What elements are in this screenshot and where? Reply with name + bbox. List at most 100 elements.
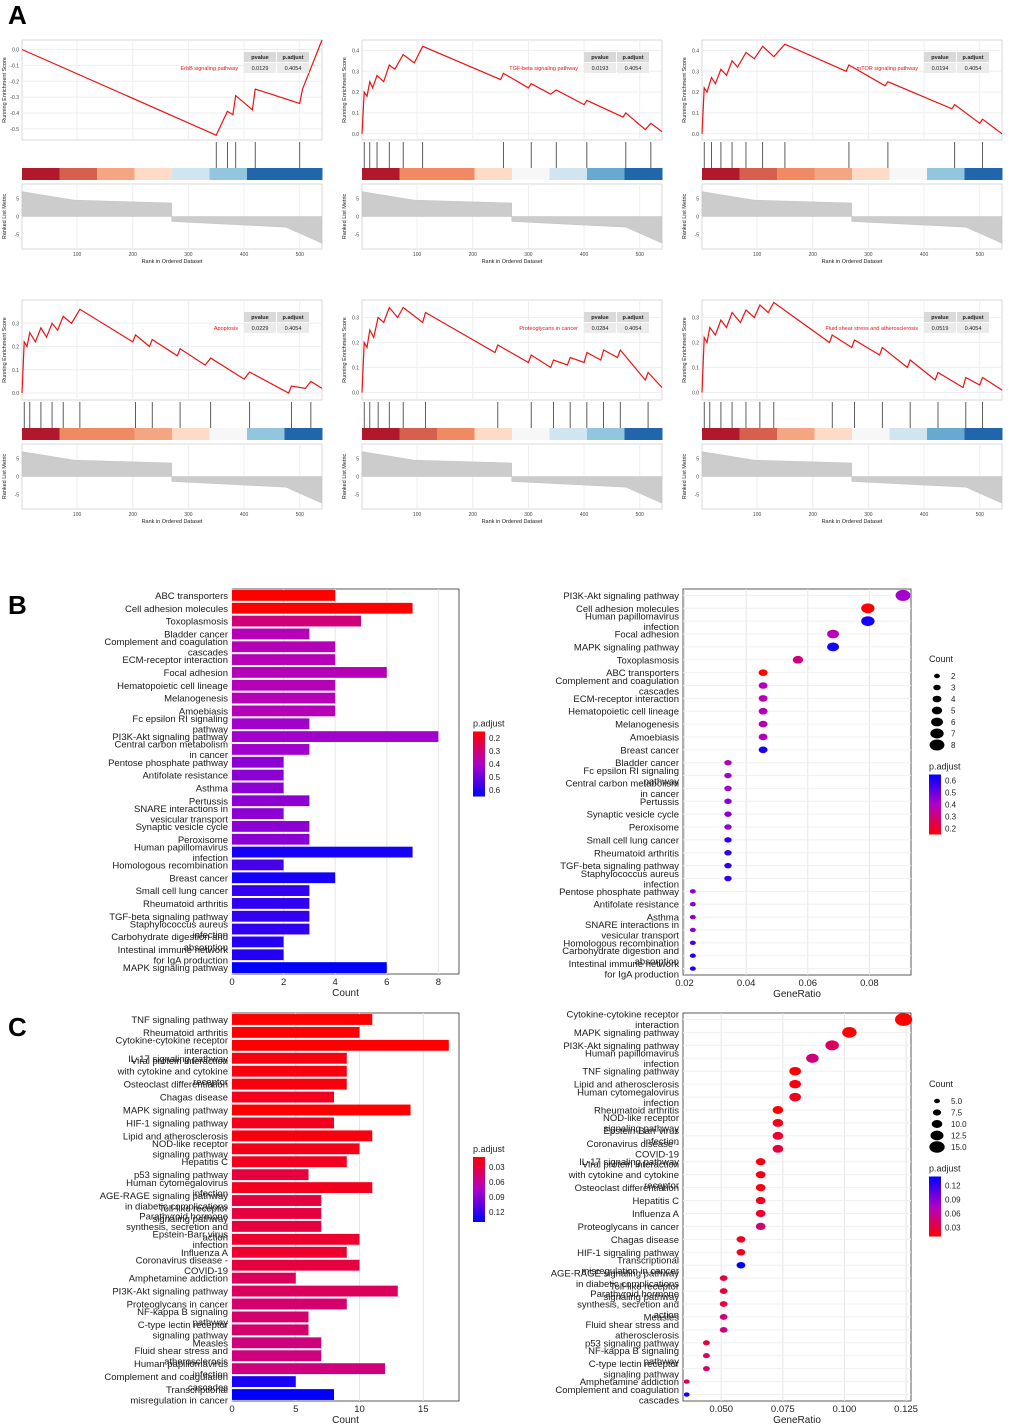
table-body-cell [957, 63, 989, 73]
bar [232, 885, 310, 896]
dot [758, 720, 768, 728]
bar [232, 692, 336, 704]
padj-value: 0.4054 [285, 326, 302, 332]
color-bar-segment [134, 168, 173, 180]
x-tick-label: 0.02 [675, 978, 694, 989]
es-tick-label: 0.2 [12, 345, 19, 351]
rank-tick-label: 400 [920, 512, 929, 518]
size-legend-dot [932, 1109, 942, 1116]
category-label: signaling pathway [152, 1331, 228, 1342]
bar [232, 910, 310, 922]
dot [825, 1040, 839, 1051]
category-label: receptor [193, 1077, 228, 1088]
ranked-metric-area [701, 451, 1003, 504]
rank-tick-label: 100 [753, 512, 762, 518]
dot [758, 682, 768, 689]
gsea-plot-tgf-beta: 0.4 0.3 0.2 0.1 0.0 Running Enrichment Score T… [342, 39, 663, 265]
category-label: Rheumatoid arthritis [143, 899, 228, 910]
dot [755, 1184, 766, 1192]
color-bar-segment [814, 428, 853, 440]
category-label: Osteoclast differentiation [575, 1183, 679, 1194]
category-label: Hematopoietic cell lineage [117, 681, 228, 692]
padj-header: p.adjust [962, 315, 983, 321]
table-header-cell [617, 52, 649, 62]
color-bar-segment [587, 428, 625, 440]
color-bar-segment [624, 168, 663, 180]
category-label: IL-17 signaling pathway [579, 1157, 679, 1168]
bar [232, 1091, 335, 1103]
pathway-name: Proteoglycans in cancer [519, 326, 578, 332]
bar [232, 782, 284, 794]
size-legend-label: 10.0 [951, 1120, 967, 1129]
bar [232, 833, 310, 845]
category-label: Rheumatoid arthritis [594, 1106, 679, 1117]
category-label: PI3K-Akt signaling pathway [563, 1041, 679, 1052]
dot [719, 1275, 728, 1282]
bar [232, 679, 336, 691]
bar [232, 898, 310, 909]
dot [683, 1379, 690, 1384]
category-label: AGE-RAGE signaling pathway [551, 1268, 680, 1279]
es-tick-label: -0.4 [10, 111, 19, 117]
panel-label-b: B [8, 590, 27, 620]
rank-axis-title: Rank in Ordered Dataset [482, 259, 543, 265]
category-label: atherosclerosis [164, 1356, 228, 1367]
x-axis-title: Count [332, 1415, 359, 1424]
pvalue-header: pvalue [251, 315, 268, 321]
legend-title: p.adjust [473, 1144, 505, 1154]
category-label: vesicular transport [601, 931, 679, 942]
size-legend-label: 12.5 [951, 1132, 967, 1141]
bar-panel-frame [231, 588, 460, 975]
legend-tick-label: 0.4 [945, 801, 957, 810]
size-legend-label: 6 [951, 718, 956, 727]
category-label: signaling pathway [603, 1369, 679, 1380]
metric-tick-label: 5 [16, 197, 19, 203]
category-label: action [203, 1232, 228, 1243]
legend-tick-label: 0.09 [945, 1196, 961, 1205]
category-label: signaling pathway [152, 1214, 228, 1225]
table-body-cell [277, 63, 309, 73]
kegg-bar-chart-c: TNF signaling pathway Rheumatoid arthriti… [100, 1012, 505, 1424]
size-legend-dot [930, 728, 944, 739]
es-tick-label: 0.3 [692, 69, 699, 75]
legend-colorbar [929, 774, 941, 835]
dot [736, 1261, 746, 1269]
pathway-name: Apoptosis [214, 326, 238, 332]
color-bar-segment [549, 428, 588, 440]
color-bar-segment [97, 168, 135, 180]
table-body-cell [957, 323, 989, 333]
category-label: action [654, 1310, 679, 1321]
metric-tick-label: 5 [696, 457, 699, 463]
category-label: Chagas disease [160, 1093, 228, 1104]
bar [232, 1259, 360, 1271]
size-legend-label: 4 [951, 695, 956, 704]
dot [683, 1392, 690, 1397]
category-label: pathway [193, 1318, 229, 1329]
metric-tick-label: 0 [696, 215, 699, 221]
legend-tick-label: 0.03 [945, 1223, 961, 1232]
es-tick-label: 0.3 [692, 316, 699, 322]
category-label: Cytokine-cytokine receptor [116, 1036, 228, 1047]
size-legend-dot [932, 695, 942, 703]
bar [232, 1130, 373, 1142]
es-tick-label: 0.0 [692, 391, 699, 397]
es-tick-label: 0.4 [692, 48, 699, 54]
rank-tick-label: 500 [976, 512, 985, 518]
bar [232, 846, 413, 858]
x-tick-label: 0.125 [894, 1404, 918, 1415]
x-tick-label: 5 [293, 1404, 298, 1415]
dot [758, 707, 768, 715]
dot [719, 1301, 728, 1307]
bar [232, 1014, 373, 1025]
category-label: Carbohydrate digestion and [111, 932, 228, 943]
category-label: Complement and coagulation [104, 1372, 228, 1383]
legend-tick-label: 0.06 [945, 1209, 961, 1218]
bar [232, 628, 310, 640]
rank-tick-label: 400 [920, 252, 929, 258]
category-label: Asthma [196, 783, 229, 794]
bar [232, 1285, 398, 1297]
category-label: Amphetamine addiction [580, 1377, 679, 1388]
color-bar-segment [209, 428, 248, 440]
category-label: for IgA production [154, 956, 228, 967]
